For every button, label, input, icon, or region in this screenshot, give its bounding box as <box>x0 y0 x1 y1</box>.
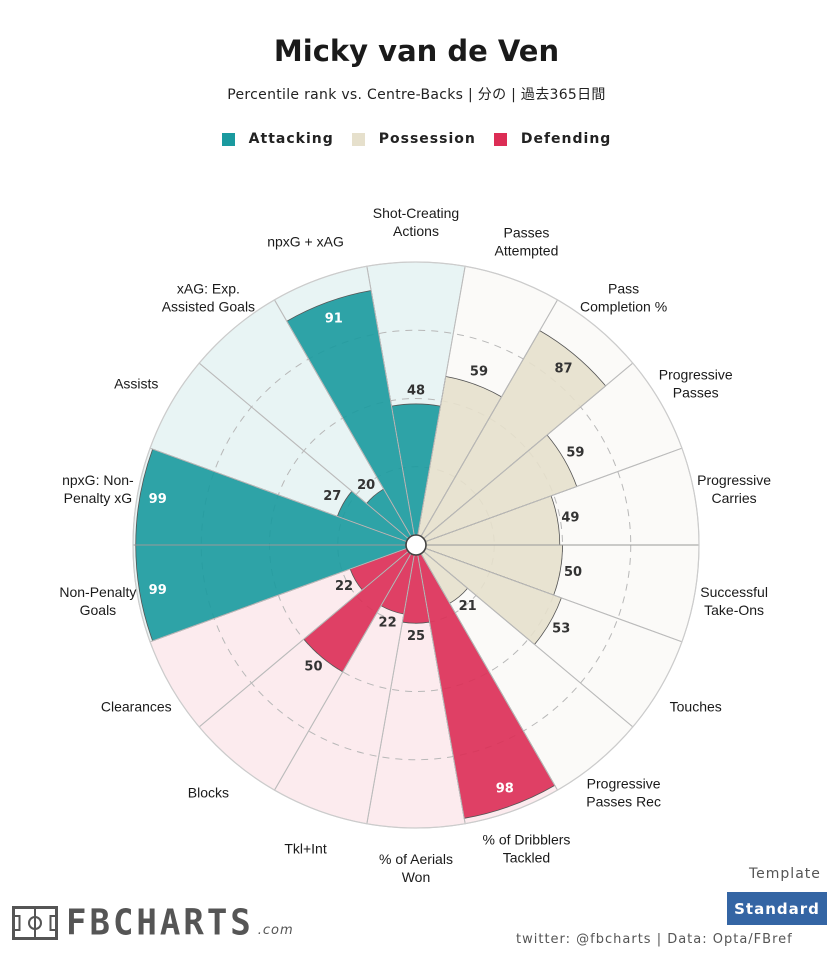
value-label: 53 <box>552 621 570 636</box>
center-hole <box>405 534 427 556</box>
legend-label-defending: Defending <box>520 131 612 147</box>
value-label: 50 <box>564 565 582 580</box>
metric-label: Pass Completion % <box>580 280 667 314</box>
metric-label: npxG + xAG <box>267 233 344 249</box>
spoke <box>423 362 634 539</box>
spoke <box>417 266 466 536</box>
value-label: 50 <box>304 660 322 675</box>
value-label: 27 <box>323 489 341 504</box>
value-label: 59 <box>470 365 488 380</box>
metric-label: Tkl+Int <box>284 840 327 856</box>
spoke <box>274 299 412 537</box>
spoke <box>149 547 407 643</box>
spoke <box>198 551 409 728</box>
metric-label: Successful Take-Ons <box>700 584 768 618</box>
legend: Attacking Possession Defending <box>0 131 833 147</box>
legend-item-attacking: Attacking <box>221 131 334 147</box>
legend-item-possession: Possession <box>351 131 476 147</box>
legend-swatch-defending <box>493 132 507 146</box>
outer-circle <box>132 261 700 829</box>
metric-label: % of Aerials Won <box>379 851 453 885</box>
value-label: 20 <box>357 478 375 493</box>
spoke <box>366 266 415 536</box>
value-label: 98 <box>496 781 514 796</box>
template-standard-button[interactable]: Standard <box>727 892 827 925</box>
spoke <box>425 447 683 543</box>
spoke <box>423 551 634 728</box>
metric-label: Shot-Creating Actions <box>373 205 459 239</box>
value-label: 22 <box>335 579 353 594</box>
legend-swatch-possession <box>351 132 365 146</box>
value-label: 91 <box>325 312 343 327</box>
pitch-icon <box>12 906 58 940</box>
spoke <box>417 554 466 824</box>
metric-label: Progressive Passes Rec <box>586 775 661 809</box>
metric-label: npxG: Non-Penalty xG <box>62 472 134 506</box>
metric-label: Blocks <box>188 784 229 800</box>
metric-label: Clearances <box>101 698 172 714</box>
metric-label: Assists <box>114 375 158 391</box>
spoke <box>198 362 409 539</box>
chart-subtitle: Percentile rank vs. Centre-Backs | 分の | … <box>227 87 606 103</box>
legend-swatch-attacking <box>221 132 235 146</box>
metric-label: % of Dribblers Tackled <box>483 831 571 865</box>
value-label: 99 <box>149 492 167 507</box>
logo-text: FBCHARTS <box>66 902 254 944</box>
metric-label: Touches <box>670 698 722 714</box>
spoke <box>274 553 412 791</box>
spoke <box>420 553 558 791</box>
value-label: 21 <box>459 599 477 614</box>
value-label: 22 <box>379 616 397 631</box>
metric-label: Non-Penalty Goals <box>59 584 136 618</box>
spoke <box>149 447 407 543</box>
chart-title: Micky van de Ven <box>273 34 560 68</box>
template-label: Template <box>749 866 821 882</box>
spoke <box>425 547 683 643</box>
fbcharts-logo: FBCHARTS .com <box>12 902 294 944</box>
legend-label-possession: Possession <box>378 131 476 147</box>
legend-item-defending: Defending <box>493 131 612 147</box>
value-label: 99 <box>149 583 167 598</box>
value-label: 49 <box>561 510 579 525</box>
legend-label-attacking: Attacking <box>248 131 334 147</box>
metric-label: Passes Attempted <box>495 224 559 258</box>
value-label: 48 <box>407 383 425 398</box>
logo-suffix: .com <box>257 923 294 938</box>
value-label: 87 <box>554 362 572 377</box>
value-label: 25 <box>407 629 425 644</box>
spoke <box>420 299 558 537</box>
value-label: 59 <box>566 445 584 460</box>
credits: twitter: @fbcharts | Data: Opta/FBref <box>516 932 793 947</box>
spoke <box>366 554 415 824</box>
metric-label: Progressive Passes <box>659 366 733 400</box>
metric-label: xAG: Exp. Assisted Goals <box>162 280 255 314</box>
metric-label: Progressive Carries <box>697 472 771 506</box>
